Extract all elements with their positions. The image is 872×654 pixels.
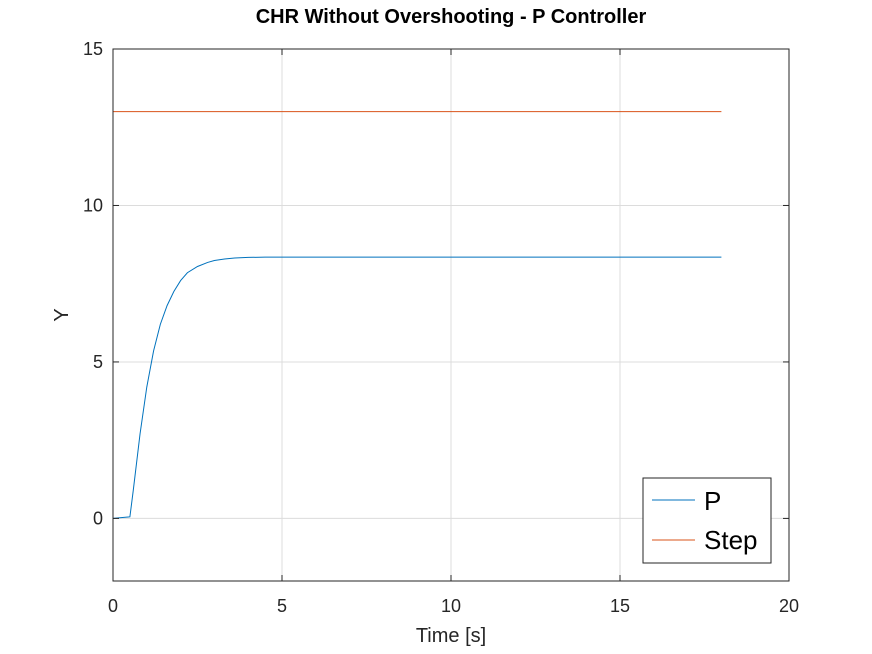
y-tick-label: 15 (83, 39, 103, 59)
x-tick-label: 0 (108, 596, 118, 616)
series-line-p (112, 256, 722, 519)
y-tick-label: 10 (83, 195, 103, 215)
plot-series (112, 111, 722, 519)
y-axis-label: Y (51, 308, 73, 321)
y-tick-label: 0 (93, 508, 103, 528)
legend-label-p: P (704, 486, 721, 516)
chart-title: CHR Without Overshooting - P Controller (256, 6, 647, 28)
x-tick-label: 20 (779, 596, 799, 616)
y-tick-label: 5 (93, 352, 103, 372)
axis-ticks: 0 5 10 15 20 0 5 10 15 (83, 39, 799, 616)
x-tick-label: 10 (441, 596, 461, 616)
x-tick-label: 5 (277, 596, 287, 616)
x-tick-label: 15 (610, 596, 630, 616)
legend-label-step: Step (704, 525, 758, 555)
legend: P Step (642, 477, 772, 564)
legend-box (642, 477, 772, 564)
x-axis-label: Time [s] (416, 625, 486, 647)
